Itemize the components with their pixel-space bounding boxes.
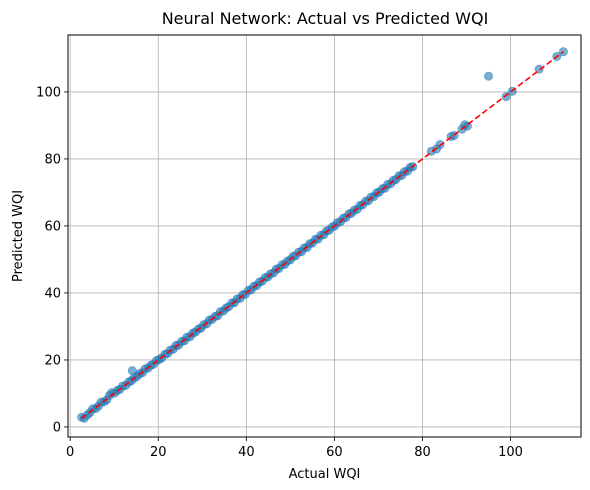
chart-title: Neural Network: Actual vs Predicted WQI [162,9,489,28]
x-tick-label-3: 60 [326,445,343,460]
y-tick-label-3: 60 [44,219,61,234]
x-axis-ticks: 0 20 40 60 80 100 [66,437,523,460]
x-tick-label-2: 40 [238,445,255,460]
x-axis-label: Actual WQI [289,467,361,482]
data-point-129 [484,71,494,81]
y-tick-label-4: 80 [44,152,61,167]
y-axis-label: Predicted WQI [11,190,26,282]
reference-line [80,51,564,420]
y-axis-ticks: 0 20 40 60 80 100 [36,85,68,435]
x-tick-label-0: 0 [66,445,74,460]
reference-line-layer [80,51,564,420]
y-tick-label-0: 0 [53,420,61,435]
y-tick-label-1: 20 [44,353,61,368]
x-tick-label-5: 100 [498,445,523,460]
x-tick-label-1: 20 [150,445,167,460]
y-tick-label-2: 40 [44,286,61,301]
x-tick-label-4: 80 [414,445,431,460]
plot-frame [67,34,582,438]
y-tick-label-5: 100 [36,85,61,100]
